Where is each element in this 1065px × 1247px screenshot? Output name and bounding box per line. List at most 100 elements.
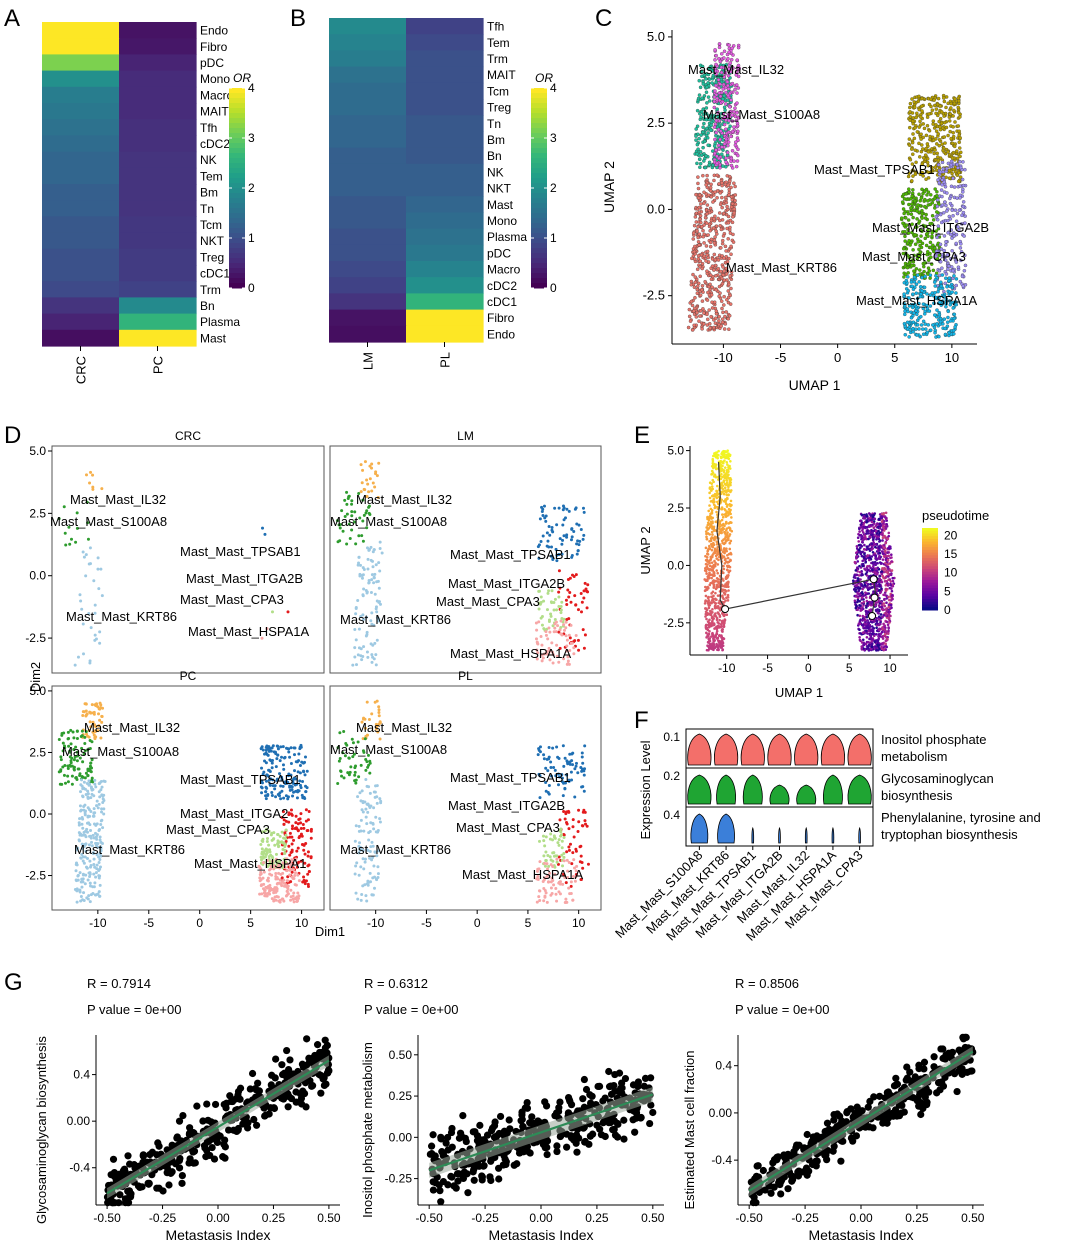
facet-point bbox=[359, 865, 363, 869]
facet-point bbox=[87, 562, 91, 566]
facet-point bbox=[78, 890, 82, 894]
umap-point bbox=[919, 314, 923, 319]
umap-point bbox=[718, 202, 723, 207]
facet-point bbox=[282, 767, 286, 771]
facet-point bbox=[66, 780, 70, 784]
y-tick-label: -2.5 bbox=[25, 631, 46, 645]
umap-point bbox=[712, 178, 716, 183]
facet-point bbox=[101, 826, 105, 830]
umap-point bbox=[704, 111, 709, 116]
facet-point bbox=[581, 506, 585, 510]
facet-point bbox=[372, 790, 376, 794]
umap-point bbox=[906, 275, 910, 279]
facet-point bbox=[304, 819, 308, 823]
umap-point bbox=[943, 184, 948, 189]
umap-point bbox=[922, 189, 927, 194]
heatmap-cell bbox=[119, 297, 197, 315]
facet-point bbox=[368, 759, 372, 763]
facet-point bbox=[583, 819, 587, 823]
facet-point bbox=[307, 863, 311, 867]
heatmap-cell bbox=[119, 38, 197, 55]
facet-point bbox=[542, 757, 546, 761]
facet-point bbox=[355, 663, 359, 667]
facet-point bbox=[281, 763, 285, 767]
facet-point bbox=[277, 899, 281, 903]
facet-point bbox=[295, 760, 299, 764]
facet-point bbox=[98, 894, 102, 898]
umap-point bbox=[924, 327, 928, 331]
facet-point bbox=[304, 790, 308, 794]
legend-swatch bbox=[229, 273, 245, 279]
legend-swatch bbox=[229, 248, 245, 254]
umap-point bbox=[702, 121, 706, 126]
facet-point bbox=[91, 833, 95, 837]
facet-point bbox=[294, 826, 298, 830]
facet-point bbox=[550, 641, 554, 645]
pseudotime-point bbox=[710, 472, 714, 476]
facet-point bbox=[355, 861, 359, 865]
umap-point bbox=[726, 183, 731, 188]
umap-point bbox=[709, 182, 713, 187]
facet-point bbox=[78, 593, 82, 597]
facet-point bbox=[361, 539, 365, 543]
umap-point bbox=[945, 320, 950, 325]
umap-point bbox=[939, 188, 944, 192]
facet-point bbox=[336, 540, 340, 544]
umap-point bbox=[961, 183, 966, 188]
legend-swatch bbox=[531, 203, 547, 209]
legend-swatch bbox=[531, 238, 547, 244]
facet-point bbox=[371, 550, 375, 554]
umap-point bbox=[959, 165, 963, 170]
facet-point bbox=[360, 892, 364, 896]
row-label: Bn bbox=[200, 299, 215, 313]
facet-point bbox=[575, 542, 579, 546]
facet-point bbox=[280, 755, 284, 759]
umap-point bbox=[702, 201, 706, 205]
umap-point bbox=[721, 87, 726, 91]
row-label: Tem bbox=[200, 169, 223, 183]
umap-point bbox=[721, 310, 725, 315]
umap-point bbox=[914, 115, 918, 120]
facet-point bbox=[86, 856, 90, 860]
umap-point bbox=[698, 165, 702, 170]
facet-point bbox=[553, 597, 557, 601]
facet-point bbox=[373, 485, 377, 489]
facet-point bbox=[80, 784, 84, 788]
umap-point bbox=[708, 229, 712, 233]
facet-point bbox=[573, 795, 577, 799]
umap-point bbox=[713, 122, 718, 126]
facet-point bbox=[562, 859, 566, 863]
heatmap-cell bbox=[329, 34, 407, 51]
umap-point bbox=[941, 211, 946, 215]
umap-point bbox=[947, 279, 951, 283]
umap-point bbox=[721, 164, 725, 168]
umap-point bbox=[704, 90, 709, 94]
umap-point bbox=[710, 115, 715, 119]
umap-point bbox=[725, 150, 730, 155]
umap-point bbox=[953, 120, 957, 124]
umap-point bbox=[933, 331, 937, 335]
facet-point bbox=[368, 791, 372, 795]
facet-point bbox=[366, 567, 370, 571]
facet-point bbox=[372, 886, 376, 890]
facet-point bbox=[579, 610, 583, 614]
umap-point bbox=[905, 320, 910, 325]
row-label: Treg bbox=[487, 101, 511, 115]
facet-point bbox=[309, 856, 313, 860]
umap-point bbox=[713, 263, 718, 268]
umap-point bbox=[722, 56, 726, 60]
pseudotime-point bbox=[704, 585, 707, 589]
umap-point bbox=[915, 209, 919, 213]
umap-point bbox=[698, 161, 703, 166]
umap-point bbox=[723, 71, 728, 75]
umap-point bbox=[957, 140, 961, 145]
facet-point bbox=[259, 872, 263, 876]
legend-swatch bbox=[229, 258, 245, 264]
umap-point bbox=[697, 319, 701, 323]
umap-point bbox=[935, 198, 940, 202]
pseudotime-point bbox=[705, 535, 708, 539]
umap-point bbox=[919, 323, 924, 327]
y-tick-label: 0.0 bbox=[647, 201, 665, 216]
umap-point bbox=[730, 119, 735, 123]
facet-point bbox=[297, 879, 301, 883]
